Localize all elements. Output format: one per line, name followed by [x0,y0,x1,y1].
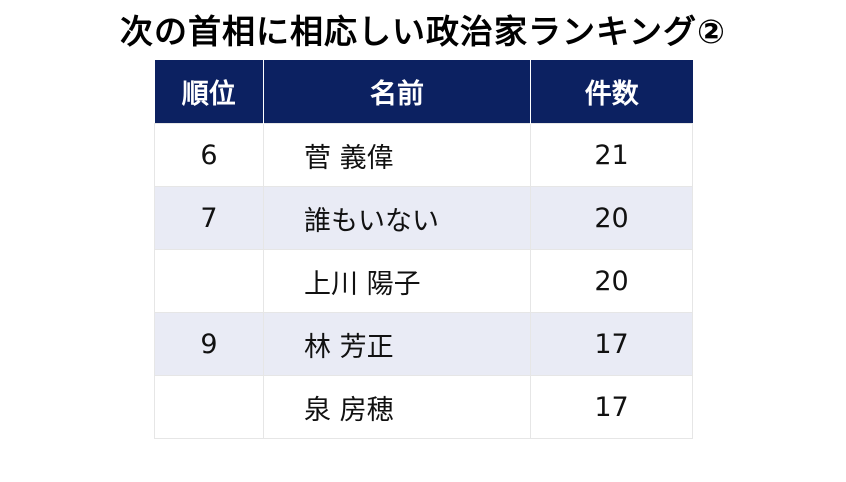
rank-cell [154,375,264,439]
table-header-row: 順位 名前 件数 [154,60,693,124]
count-cell: 17 [530,375,693,439]
page-title: 次の首相に相応しい政治家ランキング② [120,12,726,51]
name-cell: 泉 房穂 [263,375,531,439]
header-rank: 順位 [154,60,264,124]
count-cell: 20 [530,249,693,313]
ranking-table: 順位 名前 件数 6 菅 義偉 21 7 誰もいない 20 上川 陽子 20 9… [154,60,693,439]
table-row: 7 誰もいない 20 [154,186,693,250]
name-cell: 林 芳正 [263,312,531,376]
table-row: 上川 陽子 20 [154,249,693,313]
count-cell: 21 [530,123,693,187]
count-cell: 17 [530,312,693,376]
name-cell: 菅 義偉 [263,123,531,187]
rank-cell: 9 [154,312,264,376]
count-cell: 20 [530,186,693,250]
rank-cell: 7 [154,186,264,250]
table-row: 泉 房穂 17 [154,375,693,439]
name-cell: 上川 陽子 [263,249,531,313]
table-row: 6 菅 義偉 21 [154,123,693,187]
rank-cell [154,249,264,313]
header-name: 名前 [263,60,531,124]
name-cell: 誰もいない [263,186,531,250]
header-count: 件数 [530,60,693,124]
table-row: 9 林 芳正 17 [154,312,693,376]
rank-cell: 6 [154,123,264,187]
